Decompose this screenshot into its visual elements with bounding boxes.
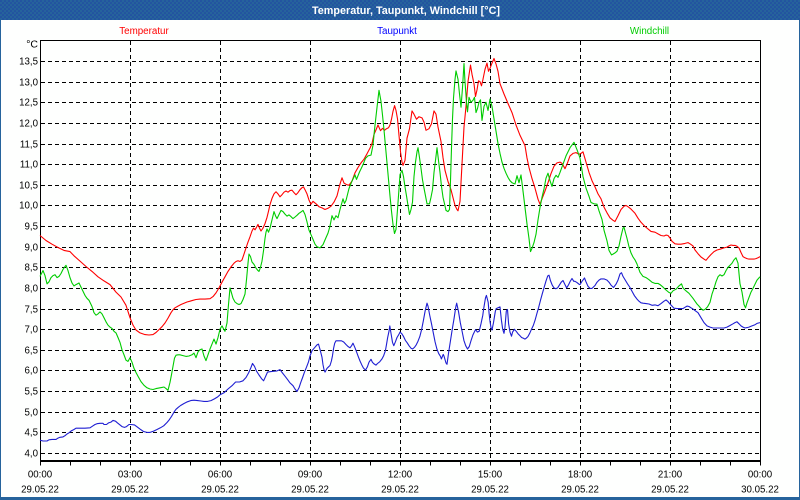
svg-text:15:00: 15:00 [478, 470, 503, 481]
svg-text:29.05.22: 29.05.22 [381, 485, 419, 496]
svg-text:11,5: 11,5 [20, 140, 38, 151]
svg-text:7,5: 7,5 [25, 305, 38, 316]
svg-text:13,0: 13,0 [19, 78, 38, 89]
svg-text:6,5: 6,5 [25, 346, 38, 357]
svg-text:8,0: 8,0 [25, 284, 39, 295]
svg-text:6,0: 6,0 [25, 366, 39, 377]
svg-text:13,5: 13,5 [19, 57, 38, 68]
svg-text:00:00: 00:00 [28, 470, 53, 481]
svg-text:11,0: 11,0 [20, 160, 39, 171]
svg-text:°C: °C [26, 39, 38, 51]
svg-text:29.05.22: 29.05.22 [561, 485, 599, 496]
svg-text:8,5: 8,5 [25, 263, 38, 274]
svg-text:12:00: 12:00 [388, 470, 413, 481]
svg-text:4,0: 4,0 [25, 449, 39, 460]
svg-text:Temperatur, Taupunkt, Windchil: Temperatur, Taupunkt, Windchill [°C] [312, 5, 500, 17]
svg-text:5,0: 5,0 [25, 408, 39, 419]
svg-text:Windchill: Windchill [630, 26, 669, 37]
svg-text:5,5: 5,5 [25, 387, 38, 398]
svg-text:30.05.22: 30.05.22 [741, 485, 779, 496]
svg-text:12,5: 12,5 [19, 98, 38, 109]
svg-text:Taupunkt: Taupunkt [377, 26, 417, 37]
svg-text:29.05.22: 29.05.22 [471, 485, 509, 496]
svg-text:21:00: 21:00 [658, 470, 683, 481]
svg-text:29.05.22: 29.05.22 [291, 485, 329, 496]
svg-text:10,0: 10,0 [19, 201, 38, 212]
svg-text:03:00: 03:00 [118, 470, 143, 481]
svg-text:Temperatur: Temperatur [119, 26, 169, 37]
svg-text:9,0: 9,0 [25, 243, 39, 254]
svg-text:29.05.22: 29.05.22 [111, 485, 149, 496]
svg-text:18:00: 18:00 [568, 470, 593, 481]
svg-text:7,0: 7,0 [25, 325, 39, 336]
svg-text:06:00: 06:00 [208, 470, 233, 481]
svg-text:4,5: 4,5 [25, 428, 38, 439]
svg-text:09:00: 09:00 [298, 470, 323, 481]
svg-text:29.05.22: 29.05.22 [21, 485, 59, 496]
svg-text:12,0: 12,0 [19, 119, 38, 130]
svg-text:10,5: 10,5 [19, 181, 38, 192]
svg-text:29.05.22: 29.05.22 [201, 485, 239, 496]
svg-text:29.05.22: 29.05.22 [651, 485, 689, 496]
svg-text:00:00: 00:00 [748, 470, 773, 481]
svg-text:9,5: 9,5 [25, 222, 38, 233]
